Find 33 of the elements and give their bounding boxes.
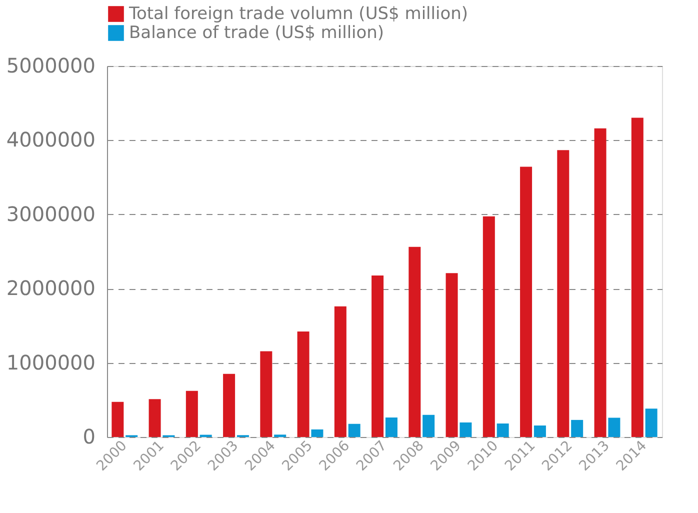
bar — [372, 276, 384, 437]
bar — [520, 166, 532, 437]
bar — [496, 423, 509, 437]
y-tick-label: 5000000 — [6, 54, 96, 78]
bar — [334, 306, 346, 437]
y-tick-label: 3000000 — [6, 202, 96, 226]
bar — [557, 150, 570, 437]
legend-label: Total foreign trade volumn (US$ million) — [128, 4, 468, 24]
bar — [422, 414, 435, 437]
bar — [112, 402, 124, 437]
bar — [311, 429, 324, 437]
bar — [408, 246, 421, 437]
y-tick-label: 0 — [82, 424, 96, 448]
bar — [460, 422, 472, 437]
bar — [186, 390, 198, 437]
y-tick-label: 1000000 — [6, 350, 96, 374]
bar — [631, 118, 644, 437]
y-tick-label: 2000000 — [6, 276, 96, 300]
bar — [571, 420, 584, 437]
bar — [534, 426, 546, 437]
bar — [385, 418, 398, 437]
bar — [297, 331, 310, 437]
bar — [148, 399, 161, 437]
bar — [645, 408, 658, 437]
y-tick-label: 4000000 — [6, 128, 96, 152]
bar — [608, 418, 620, 437]
bar — [223, 374, 236, 437]
bar — [594, 128, 606, 437]
bar — [446, 273, 458, 437]
bar — [482, 216, 495, 437]
bar — [348, 424, 360, 437]
bar — [260, 351, 272, 437]
legend-label: Balance of trade (US$ million) — [129, 23, 384, 43]
